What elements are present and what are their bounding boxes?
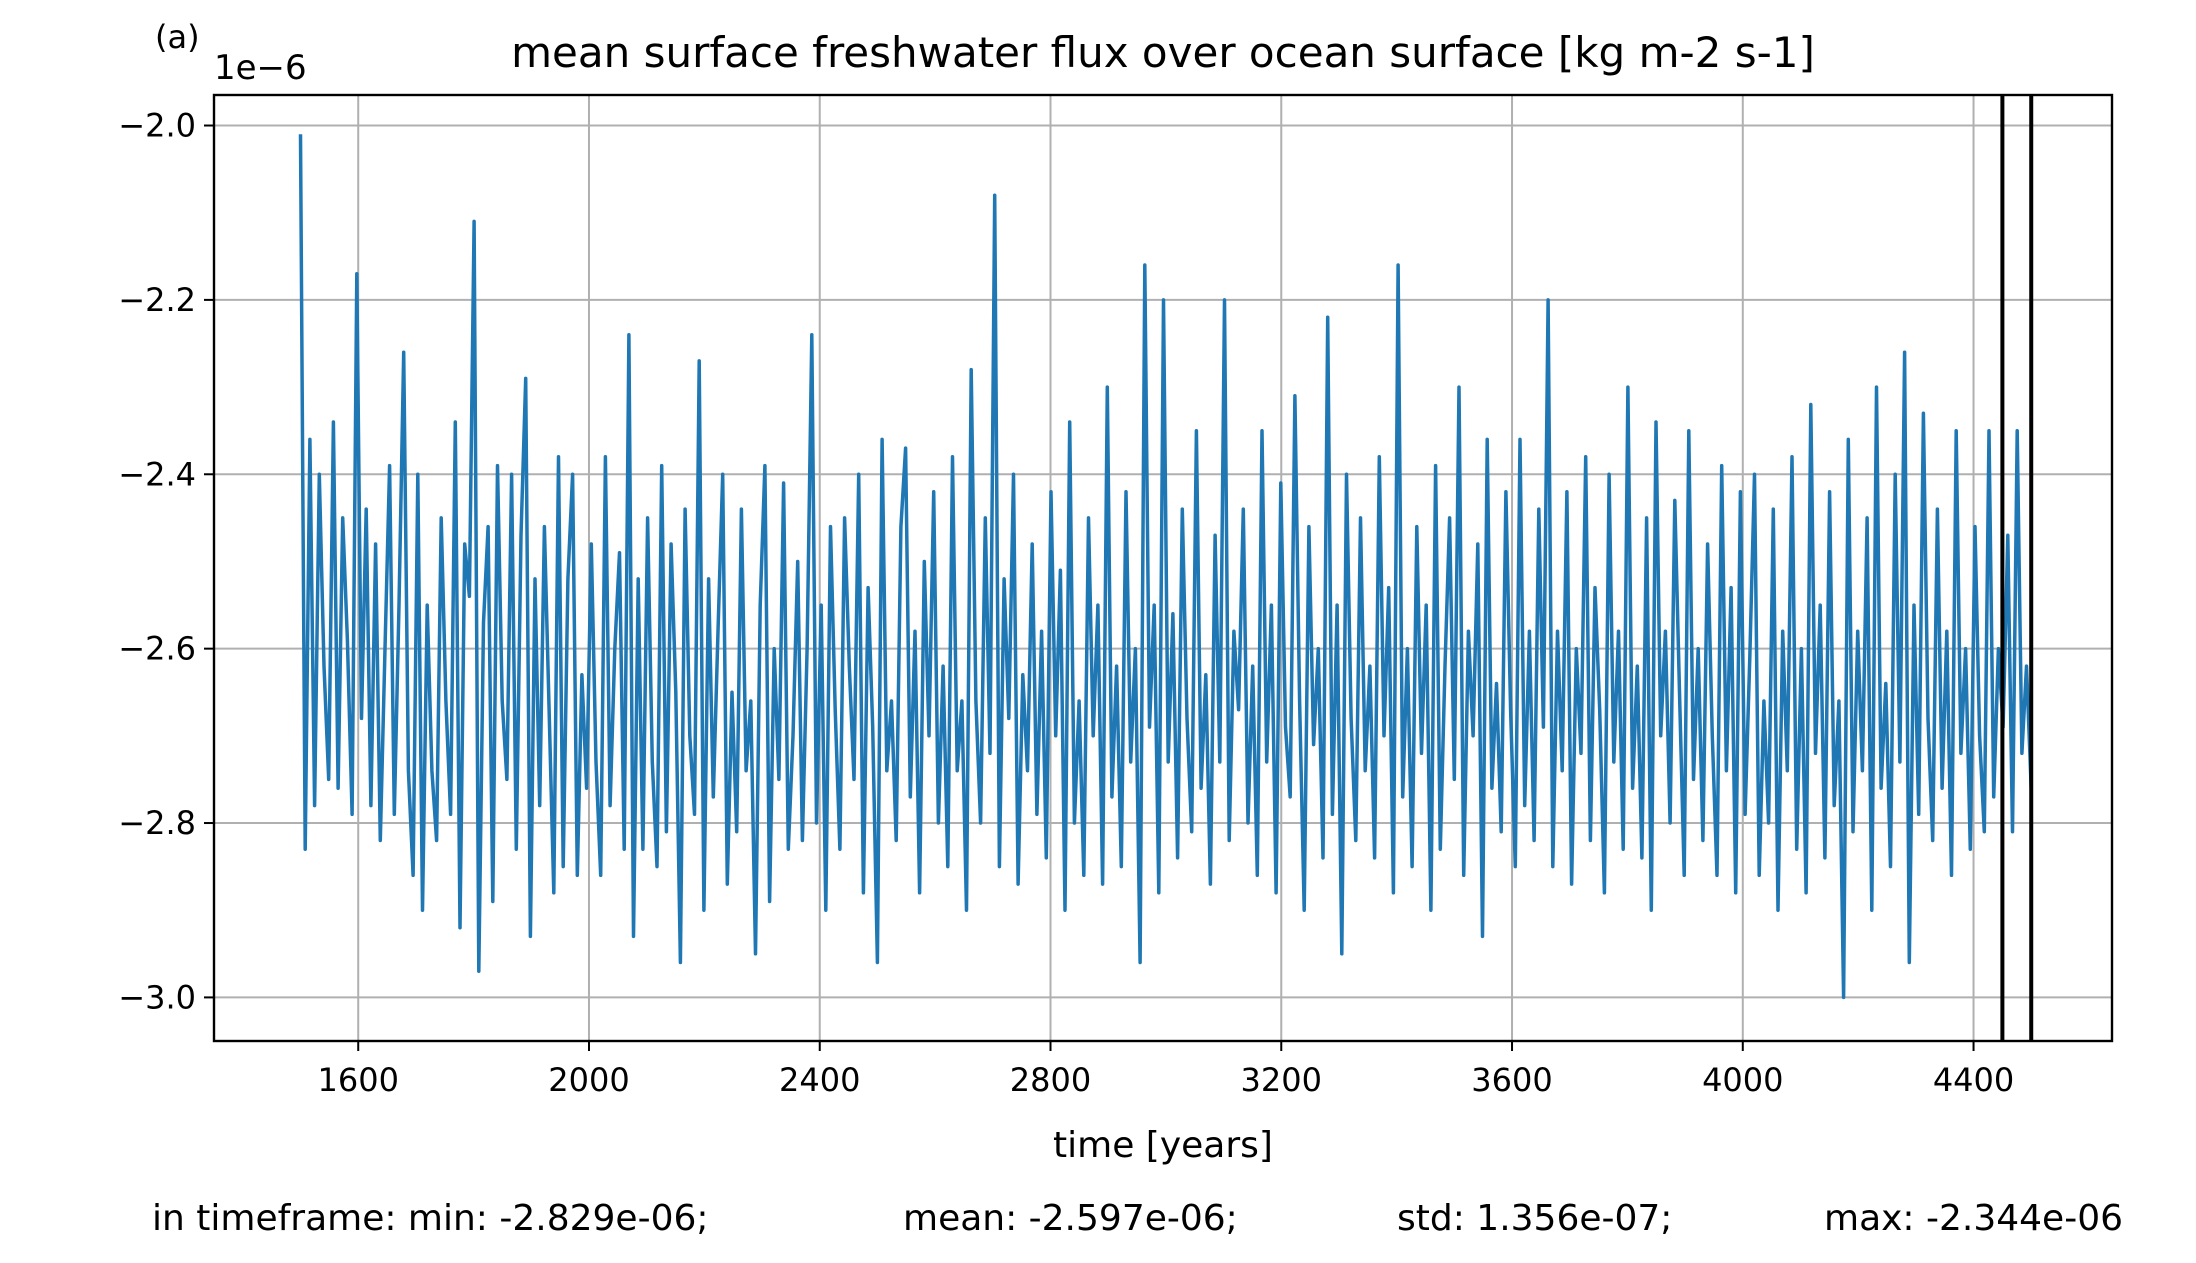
panel-label: (a)	[155, 18, 200, 56]
x-tick-label: 4400	[1933, 1061, 2014, 1099]
y-tick-label: −3.0	[118, 978, 196, 1016]
x-tick-label: 3200	[1241, 1061, 1322, 1099]
x-tick-label: 3600	[1471, 1061, 1552, 1099]
chart-title: mean surface freshwater flux over ocean …	[511, 28, 1815, 77]
x-tick-label: 2800	[1010, 1061, 1091, 1099]
series-line	[298, 134, 2033, 1000]
stat-std: std: 1.356e-07;	[1397, 1198, 1673, 1239]
offset-label: 1e−6	[214, 48, 307, 88]
stat-max: max: -2.344e-06	[1824, 1198, 2124, 1239]
x-tick-label: 4000	[1702, 1061, 1783, 1099]
stat-mean: mean: -2.597e-06;	[903, 1198, 1238, 1239]
y-axis-ticks: −2.0 −2.2 −2.4 −2.6 −2.8 −3.0	[118, 107, 214, 1016]
stat-min: in timeframe: min: -2.829e-06;	[152, 1198, 709, 1239]
y-tick-label: −2.6	[118, 630, 196, 668]
y-tick-label: −2.8	[118, 804, 196, 842]
x-tick-label: 2400	[779, 1061, 860, 1099]
y-tick-label: −2.4	[118, 455, 196, 493]
x-axis-ticks: 1600 2000 2400 2800 3200 3600 4000 4400	[318, 1041, 2014, 1099]
x-tick-label: 2000	[548, 1061, 629, 1099]
y-tick-label: −2.2	[118, 281, 196, 319]
axes-frame	[212, 93, 2114, 1043]
x-tick-label: 1600	[318, 1061, 399, 1099]
x-axis-label: time [years]	[1053, 1125, 1273, 1166]
reference-lines	[2000, 95, 2034, 1041]
y-tick-label: −2.0	[118, 107, 196, 145]
stats-row: in timeframe: min: -2.829e-06; mean: -2.…	[0, 1198, 2196, 1248]
plot-area	[298, 134, 2033, 1000]
